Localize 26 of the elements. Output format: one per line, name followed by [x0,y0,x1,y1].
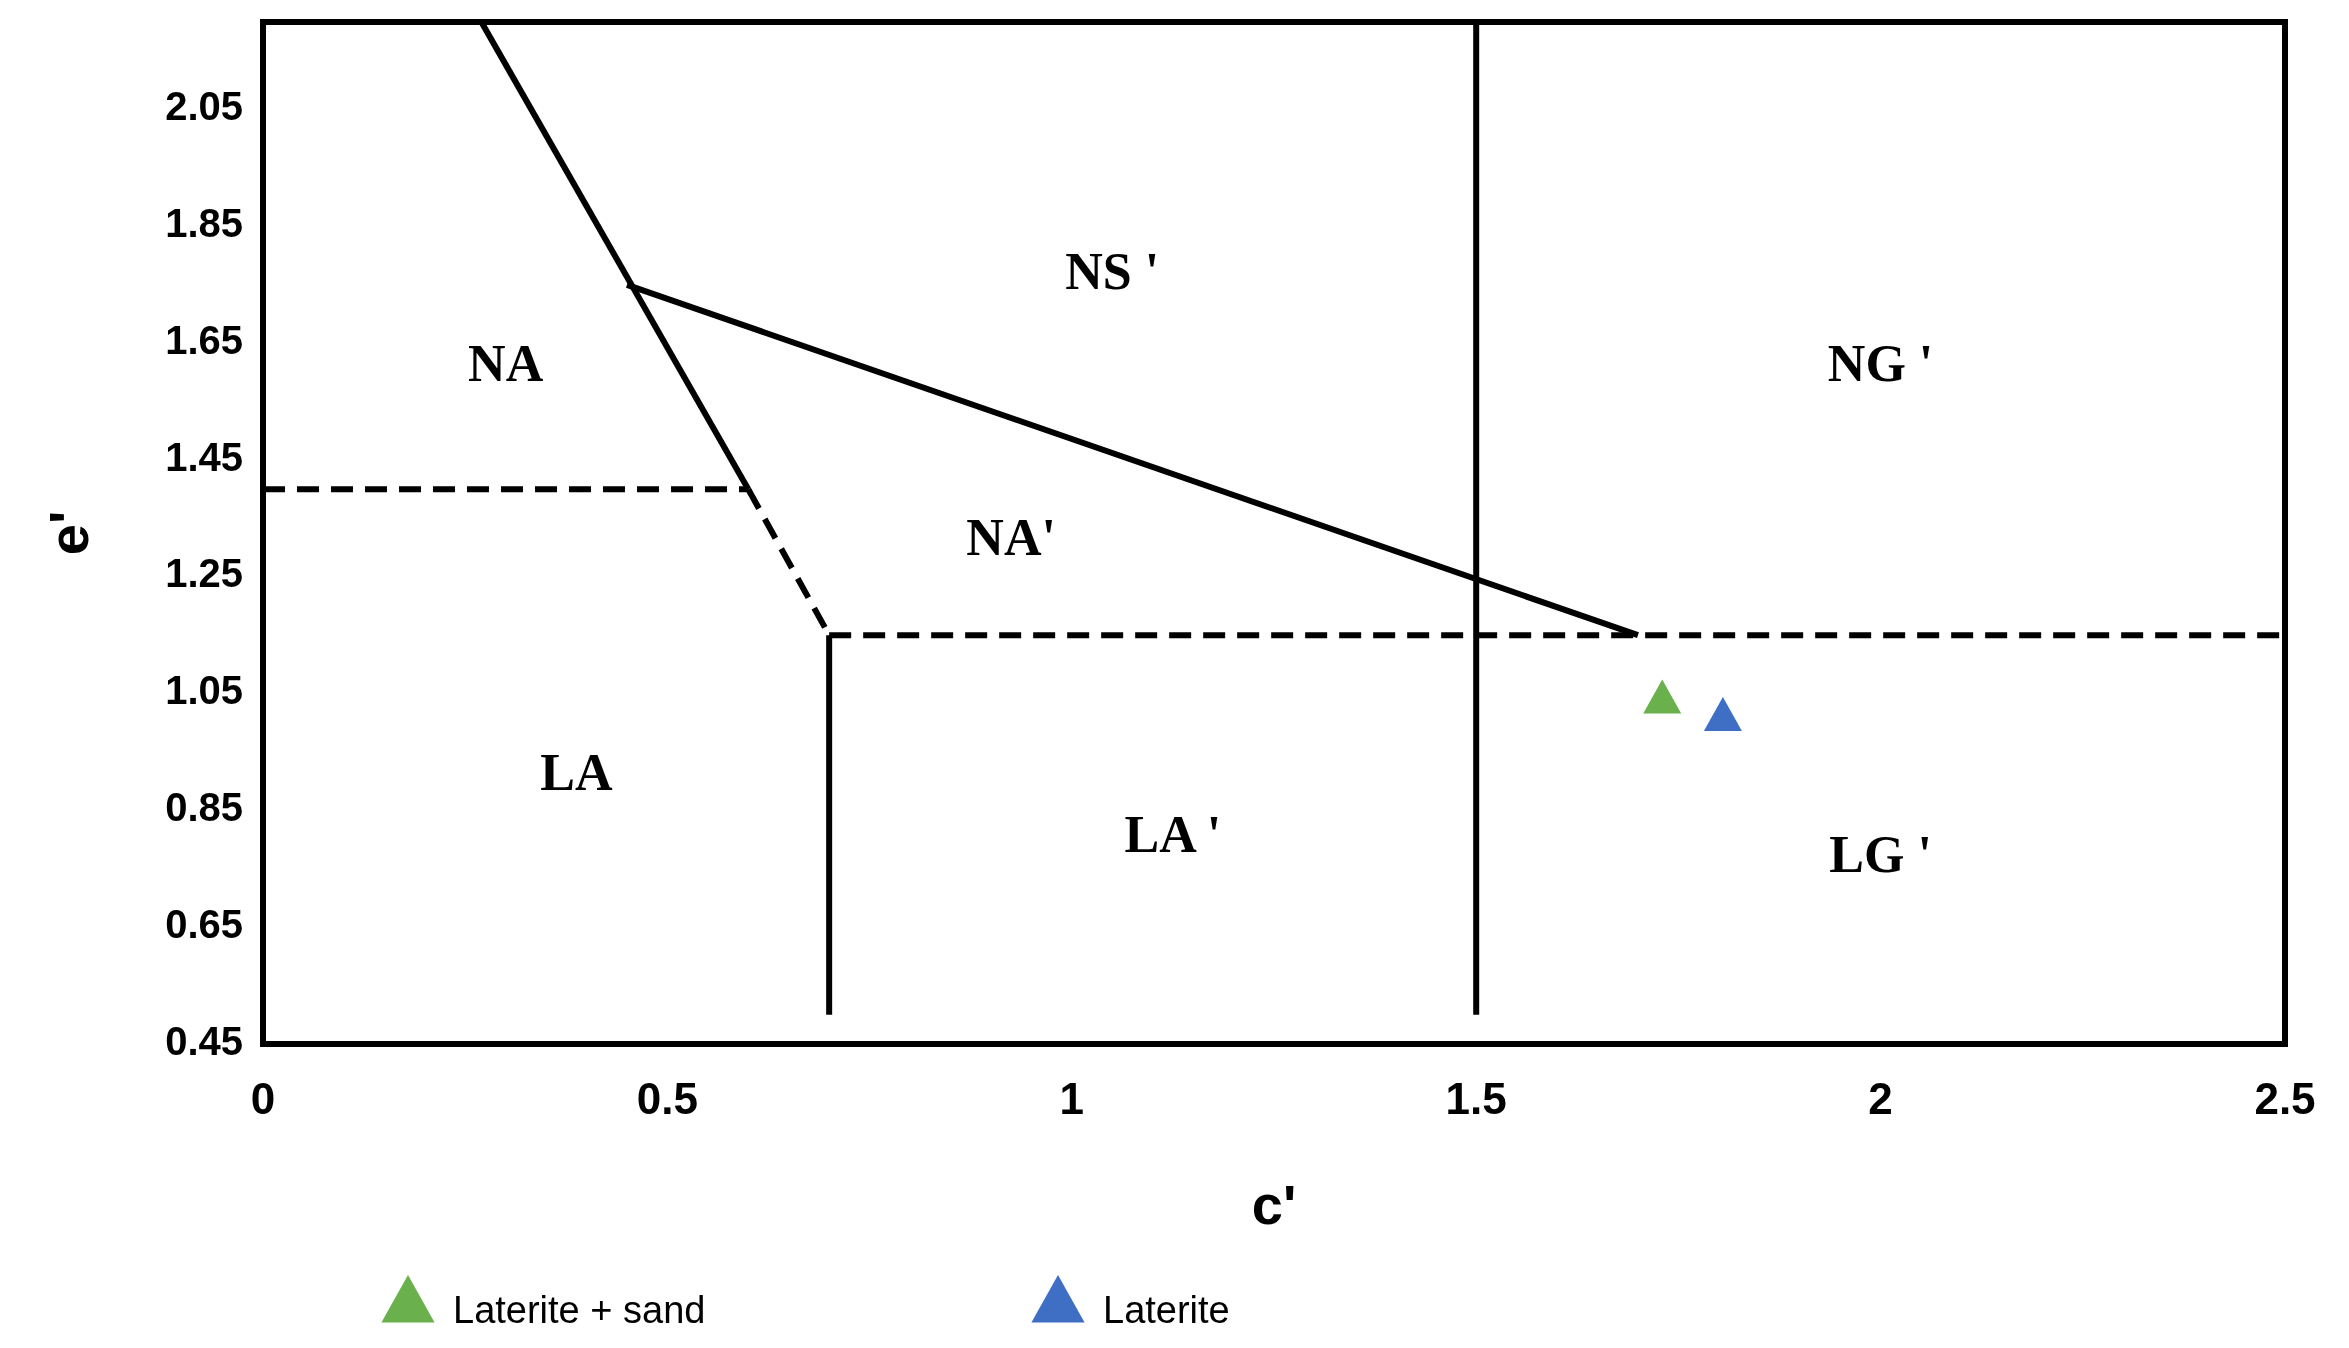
y-tick-label: 1.25 [165,551,243,596]
y-tick-label: 1.05 [165,668,243,713]
y-tick-label: 1.65 [165,317,243,362]
x-tick-label: 2 [1868,1074,1893,1123]
y-tick-label: 0.65 [165,901,243,946]
annotation: NG ' [1827,335,1934,393]
x-tick-label: 1 [1059,1074,1085,1123]
annotation: LA ' [1124,805,1222,863]
y-tick-label: 0.45 [165,1018,243,1063]
x-tick-label: 0.5 [636,1074,698,1123]
legend-label: Laterite + sand [453,1289,706,1332]
y-tick-label: 0.85 [165,784,243,829]
x-tick-label: 1.5 [1445,1074,1507,1123]
annotation: NS ' [1065,243,1160,301]
annotation: NA' [966,509,1056,567]
x-axis-title: c' [1251,1173,1297,1236]
legend-label: Laterite [1103,1289,1230,1332]
annotation: LA [540,744,613,802]
annotation: NA [468,335,544,393]
y-tick-label: 2.05 [165,84,243,129]
x-tick-label: 2.5 [2254,1074,2316,1123]
y-axis-title: e' [36,510,100,556]
y-tick-label: 1.45 [165,434,243,479]
annotation: LG ' [1829,825,1932,883]
y-tick-label: 1.85 [165,200,243,245]
x-tick-label: 0 [250,1074,276,1123]
